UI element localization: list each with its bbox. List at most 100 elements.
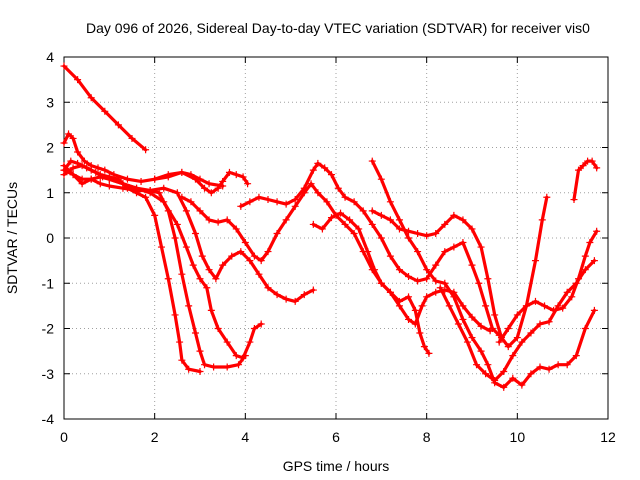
data-point <box>241 239 249 247</box>
data-point <box>536 363 544 371</box>
data-point <box>309 166 317 174</box>
data-point <box>282 216 290 224</box>
data-point <box>101 166 109 174</box>
data-point <box>459 315 467 323</box>
data-point <box>377 175 385 183</box>
data-point <box>273 198 281 206</box>
data-point <box>368 157 376 165</box>
data-point <box>527 329 535 337</box>
data-point <box>314 189 322 197</box>
data-point <box>420 343 428 351</box>
data-point <box>432 277 440 285</box>
data-point <box>74 148 82 156</box>
data-point <box>436 284 444 292</box>
data-point <box>432 288 440 296</box>
data-point <box>173 220 181 228</box>
data-point <box>300 184 308 192</box>
data-point <box>450 243 458 251</box>
data-point <box>160 184 168 192</box>
data-point <box>545 365 553 373</box>
data-point <box>482 302 490 310</box>
series-line <box>572 159 599 202</box>
data-point <box>432 261 440 269</box>
data-point <box>309 286 317 294</box>
data-point <box>309 220 317 228</box>
x-tick-label: 4 <box>241 429 249 445</box>
chart-title: Day 096 of 2026, Sidereal Day-to-day VTE… <box>86 20 590 36</box>
data-point <box>386 252 394 260</box>
data-point <box>405 272 413 280</box>
data-point <box>423 275 431 283</box>
data-point <box>133 186 141 194</box>
data-point <box>563 361 571 369</box>
data-point <box>450 293 458 301</box>
data-point <box>368 220 376 228</box>
data-point <box>522 302 530 310</box>
data-point <box>416 329 424 337</box>
y-tick-label: 1 <box>46 185 54 201</box>
data-point <box>368 207 376 215</box>
data-point <box>264 284 272 292</box>
data-point <box>228 252 236 260</box>
data-point <box>178 193 186 201</box>
data-point <box>513 334 521 342</box>
data-point <box>395 216 403 224</box>
data-point <box>250 325 258 332</box>
data-point <box>300 291 308 299</box>
data-point <box>341 220 349 228</box>
data-point <box>223 363 231 371</box>
data-point <box>321 164 329 172</box>
data-point <box>477 243 485 251</box>
data-point <box>463 338 471 346</box>
data-point <box>205 180 213 188</box>
data-point <box>575 166 583 174</box>
data-point <box>291 297 299 305</box>
data-point <box>590 257 598 265</box>
data-point <box>191 229 199 237</box>
y-axis-label: SDTVAR / TECUs <box>4 182 20 294</box>
y-tick-label: 4 <box>46 49 54 65</box>
data-point <box>538 216 546 224</box>
data-point <box>239 173 247 181</box>
data-point <box>257 320 265 328</box>
data-point <box>477 347 485 355</box>
y-tick-label: -1 <box>42 275 55 291</box>
data-point <box>219 177 227 185</box>
data-point <box>586 239 594 247</box>
data-point <box>246 338 254 346</box>
data-point <box>182 207 190 215</box>
data-point <box>377 234 385 242</box>
data-point <box>69 134 77 142</box>
data-point <box>545 318 553 326</box>
data-point <box>350 198 358 206</box>
data-point <box>405 227 413 235</box>
data-point <box>593 164 601 172</box>
data-point <box>282 200 290 208</box>
data-point <box>359 207 367 215</box>
data-point <box>405 315 413 323</box>
data-point <box>386 198 394 206</box>
series-line <box>62 164 263 360</box>
data-point <box>579 162 587 170</box>
data-point <box>477 322 485 330</box>
data-point <box>60 166 68 174</box>
data-point <box>246 257 254 265</box>
data-point <box>459 302 467 310</box>
data-point <box>377 211 385 219</box>
data-point <box>196 367 204 375</box>
data-point <box>454 320 462 328</box>
data-point <box>484 361 492 369</box>
data-point <box>87 94 95 102</box>
data-point <box>205 216 213 224</box>
data-point <box>196 275 204 283</box>
data-point <box>341 193 349 201</box>
y-tick-label: 0 <box>46 230 54 246</box>
data-point <box>210 363 218 371</box>
data-point <box>203 284 211 292</box>
data-point <box>590 306 598 314</box>
data-point <box>185 365 193 373</box>
data-point <box>581 266 589 274</box>
series-sat-j <box>309 209 433 357</box>
data-point <box>531 257 539 265</box>
